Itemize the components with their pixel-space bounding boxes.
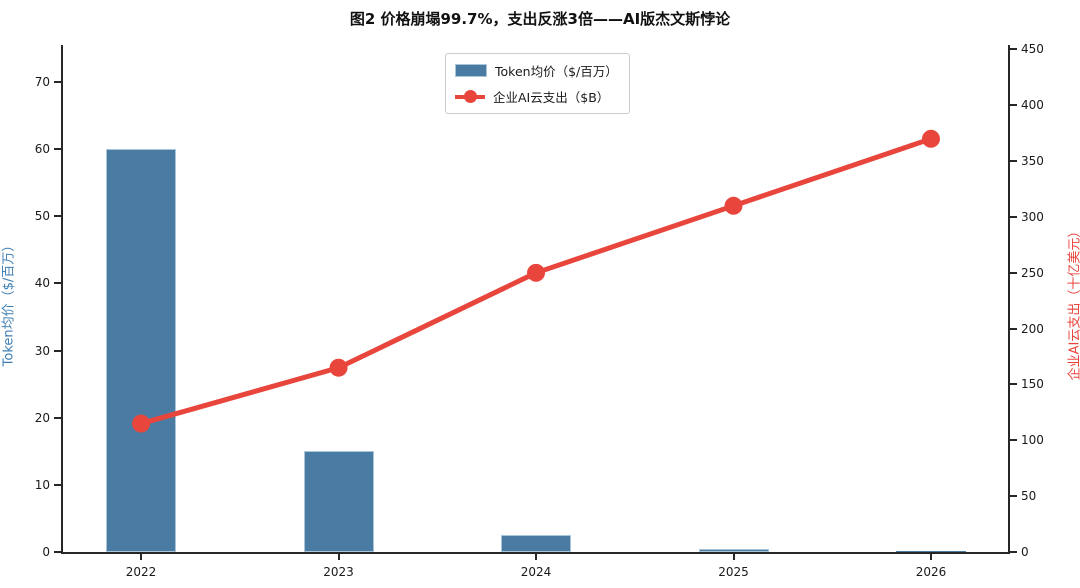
line-point-2023 (329, 358, 348, 377)
left-tick-mark (54, 80, 62, 83)
right-tick-label: 150 (1021, 377, 1044, 392)
x-tick-label: 2022 (125, 565, 157, 579)
left-axis-title: Token均价（$/百万） (1, 238, 17, 367)
x-tick-mark (929, 552, 932, 560)
left-tick-label: 20 (34, 410, 50, 425)
right-spine (1008, 45, 1010, 554)
right-tick-mark (1009, 495, 1017, 498)
right-tick-label: 250 (1021, 265, 1044, 280)
right-tick-mark (1009, 215, 1017, 218)
left-tick-label: 30 (34, 343, 50, 358)
right-tick-label: 200 (1021, 321, 1044, 336)
bar-2025 (698, 548, 769, 552)
legend-item-cloud-spend: 企业AI云支出（$B） (455, 87, 618, 106)
bar-2022 (106, 149, 177, 552)
right-tick-mark (1009, 439, 1017, 442)
left-tick-mark (54, 215, 62, 218)
left-tick-mark (54, 148, 62, 151)
right-tick-mark (1009, 160, 1017, 163)
legend: Token均价（$/百万） 企业AI云支出（$B） (445, 53, 630, 114)
bar-swatch-icon (455, 64, 487, 77)
right-tick-mark (1009, 551, 1017, 553)
right-tick-mark (1009, 104, 1017, 107)
left-tick-mark (54, 282, 62, 285)
x-tick-mark (140, 552, 143, 560)
right-tick-label: 450 (1021, 42, 1044, 57)
x-tick-mark (732, 552, 735, 560)
legend-label-cloud-spend: 企业AI云支出（$B） (493, 90, 610, 105)
right-tick-label: 0 (1021, 545, 1029, 559)
left-tick-label: 40 (34, 276, 50, 291)
right-tick-label: 100 (1021, 433, 1044, 448)
bar-2023 (303, 451, 374, 552)
left-tick-label: 10 (34, 477, 50, 492)
legend-label-token-price: Token均价（$/百万） (495, 64, 618, 79)
line-point-2024 (527, 263, 546, 282)
left-spine (61, 45, 63, 554)
left-tick-label: 0 (42, 545, 50, 559)
x-tick-label: 2026 (915, 565, 947, 579)
left-tick-mark (54, 349, 62, 352)
legend-item-token-price: Token均价（$/百万） (455, 61, 618, 80)
chart-title: 图2 价格崩塌99.7%，支出反涨3倍——AI版杰文斯悖论 (349, 10, 731, 28)
bar-2026 (895, 550, 966, 552)
left-tick-label: 60 (34, 142, 50, 157)
plot-area: Token均价（$/百万） 企业AI云支出（$B） (61, 45, 1010, 554)
right-tick-mark (1009, 271, 1017, 274)
left-tick-mark (54, 416, 62, 419)
left-tick-label: 50 (34, 209, 50, 224)
left-tick-mark (54, 551, 62, 553)
left-tick-label: 70 (34, 74, 50, 89)
right-tick-label: 350 (1021, 154, 1044, 169)
x-tick-label: 2023 (323, 565, 354, 579)
right-tick-label: 50 (1021, 489, 1037, 504)
right-tick-mark (1009, 383, 1017, 386)
left-tick-mark (54, 483, 62, 486)
bar-2024 (501, 535, 572, 552)
line-point-2025 (724, 196, 743, 215)
x-tick-label: 2024 (520, 565, 552, 579)
right-tick-label: 400 (1021, 98, 1044, 113)
line-marker-swatch-icon (455, 90, 485, 103)
line-point-2022 (132, 414, 151, 433)
x-tick-label: 2025 (718, 565, 749, 579)
x-tick-mark (337, 552, 340, 560)
line-series (132, 129, 940, 433)
right-tick-label: 300 (1021, 209, 1044, 224)
right-tick-mark (1009, 327, 1017, 330)
line-point-2026 (921, 129, 940, 148)
right-tick-mark (1009, 48, 1017, 51)
right-axis-title: 企业AI云支出（十亿美元） (1067, 224, 1080, 381)
x-tick-mark (535, 552, 538, 560)
